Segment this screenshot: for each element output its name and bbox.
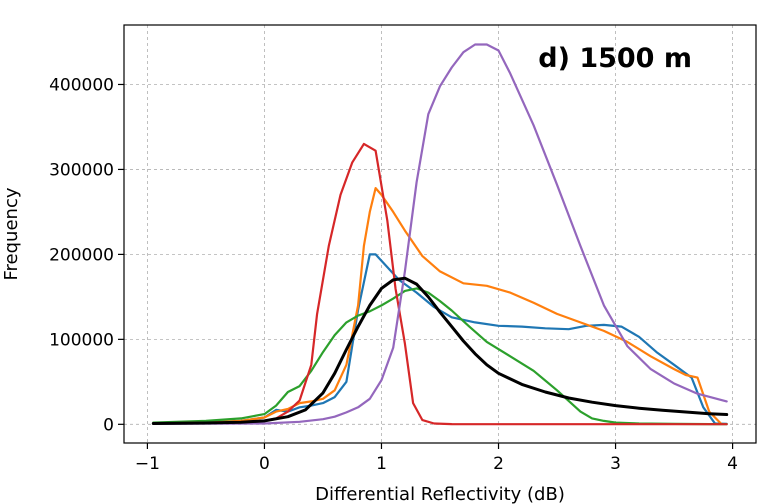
series-line-blue [152,253,728,425]
x-tick-label: 1 [376,454,387,474]
y-tick-label: 200000 [49,245,114,265]
series-line-orange [152,187,723,425]
series-line-black [151,276,729,425]
ticks: −1 0 1 2 3 4 0 100000 200000 300000 400000 [49,75,738,474]
series-line-red [152,142,728,426]
axes-frame [123,24,757,444]
series-line-purple [152,43,728,425]
series-line-green [152,287,728,426]
x-tick-label: 2 [493,454,504,474]
y-tick-label: 0 [103,415,114,435]
x-tick-label: −1 [135,454,160,474]
y-axis-label: Frequency [1,187,22,280]
chart-title: d) 1500 m [538,43,692,74]
y-tick-label: 400000 [49,75,114,95]
y-tick-label: 100000 [49,330,114,350]
series-layer [151,43,729,426]
x-tick-label: 3 [610,454,621,474]
x-tick-label: 4 [727,454,738,474]
x-tick-label: 0 [259,454,270,474]
x-axis-label: Differential Reflectivity (dB) [315,484,565,504]
y-tick-label: 300000 [49,160,114,180]
